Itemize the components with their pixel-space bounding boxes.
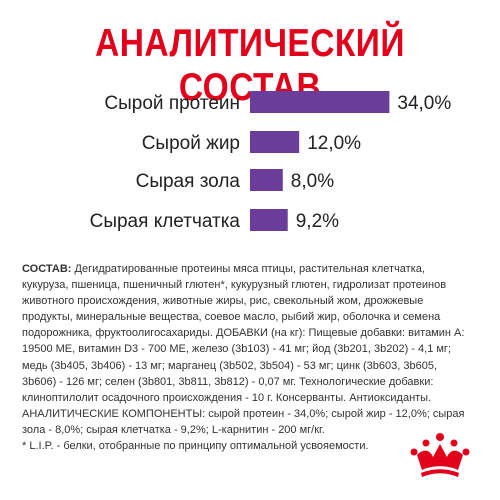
composition-line: 19500 МЕ, витамин D3 - 700 МЕ, железо (3… xyxy=(22,343,452,356)
bar-category-label: Сырой жир xyxy=(142,133,240,154)
composition-line: зола - 8,0%; сырая клетчатка - 9,2%; L-к… xyxy=(22,423,325,436)
composition-line: подорожника, фруктоолигосахариды. ДОБАВК… xyxy=(22,327,465,340)
composition-line: 3b606) - 126 мг; селен (3b801, 3b811, 3b… xyxy=(22,375,434,388)
bar-category-label: Сырая клетчатка xyxy=(90,211,241,232)
composition-line: животного происхождения, животные жиры, … xyxy=(22,295,424,308)
composition-line: продукты, минеральные вещества, соевое м… xyxy=(22,311,441,324)
composition-line: кукуруза, пшеница, пшеничный глютен*, ку… xyxy=(22,279,447,292)
bar-category-label: Сырой протеин xyxy=(104,93,240,114)
bar-value-label: 8,0% xyxy=(291,171,334,192)
bar xyxy=(250,169,283,191)
bar-value-label: 34,0% xyxy=(397,93,451,114)
bar-category-label: Сырая зола xyxy=(136,171,241,192)
composition-line: клиноптилолит осадочного происхождения -… xyxy=(22,391,432,404)
composition-text: СОСТАВ: Дегидратированные протеины мяса … xyxy=(22,261,484,454)
bar xyxy=(250,91,390,113)
bar-value-label: 9,2% xyxy=(296,211,339,232)
composition-line: медь (3b405, 3b406) - 13 мг; марганец (3… xyxy=(22,359,438,372)
composition-line-text: Дегидратированные протеины мяса птицы, р… xyxy=(74,263,425,275)
composition-line: * L.I.P. - белки, отобранные по принципу… xyxy=(22,440,369,453)
composition-line: АНАЛИТИЧЕСКИЕ КОМПОНЕНТЫ: сырой протеин … xyxy=(22,407,465,420)
crown-logo-icon xyxy=(410,433,470,477)
composition-bar-chart: Сырой протеин 34,0% Сырой жир 12,0% Сырая зо… xyxy=(90,91,451,232)
bar-value-label: 12,0% xyxy=(307,133,361,154)
composition-line: СОСТАВ: Дегидратированные протеины мяса … xyxy=(22,261,484,277)
page-title: АНАЛИТИЧЕСКИЙ СОСТАВ xyxy=(95,22,405,109)
bar xyxy=(250,131,300,153)
bar xyxy=(250,209,288,231)
composition-label: СОСТАВ: xyxy=(22,263,72,275)
